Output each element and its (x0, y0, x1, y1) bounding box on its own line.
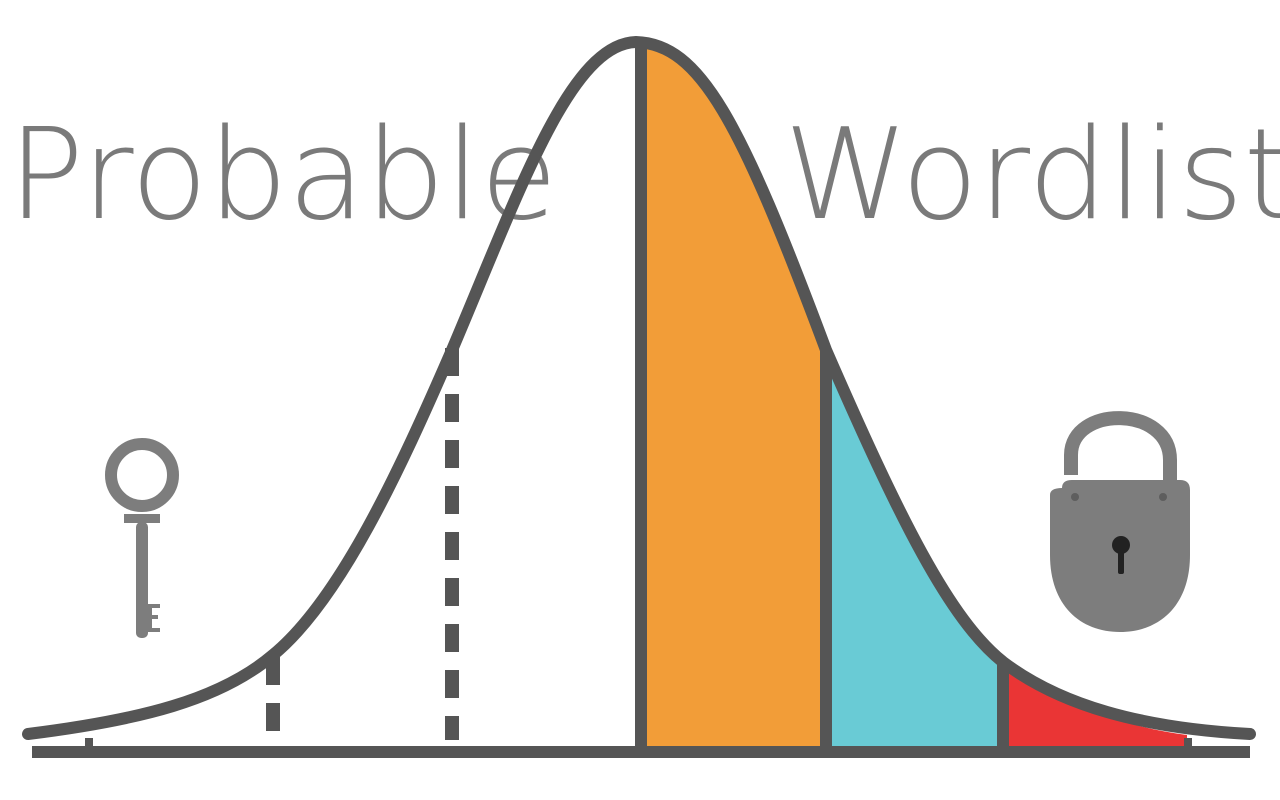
bell-curve-line (22, 36, 1256, 740)
padlock-icon (1050, 411, 1190, 632)
red-region (1003, 662, 1187, 746)
title-word-probable: Probable (8, 101, 558, 248)
orange-region (641, 44, 826, 746)
title-word-wordlists: Wordlists (784, 101, 1280, 248)
key-icon (105, 438, 179, 638)
